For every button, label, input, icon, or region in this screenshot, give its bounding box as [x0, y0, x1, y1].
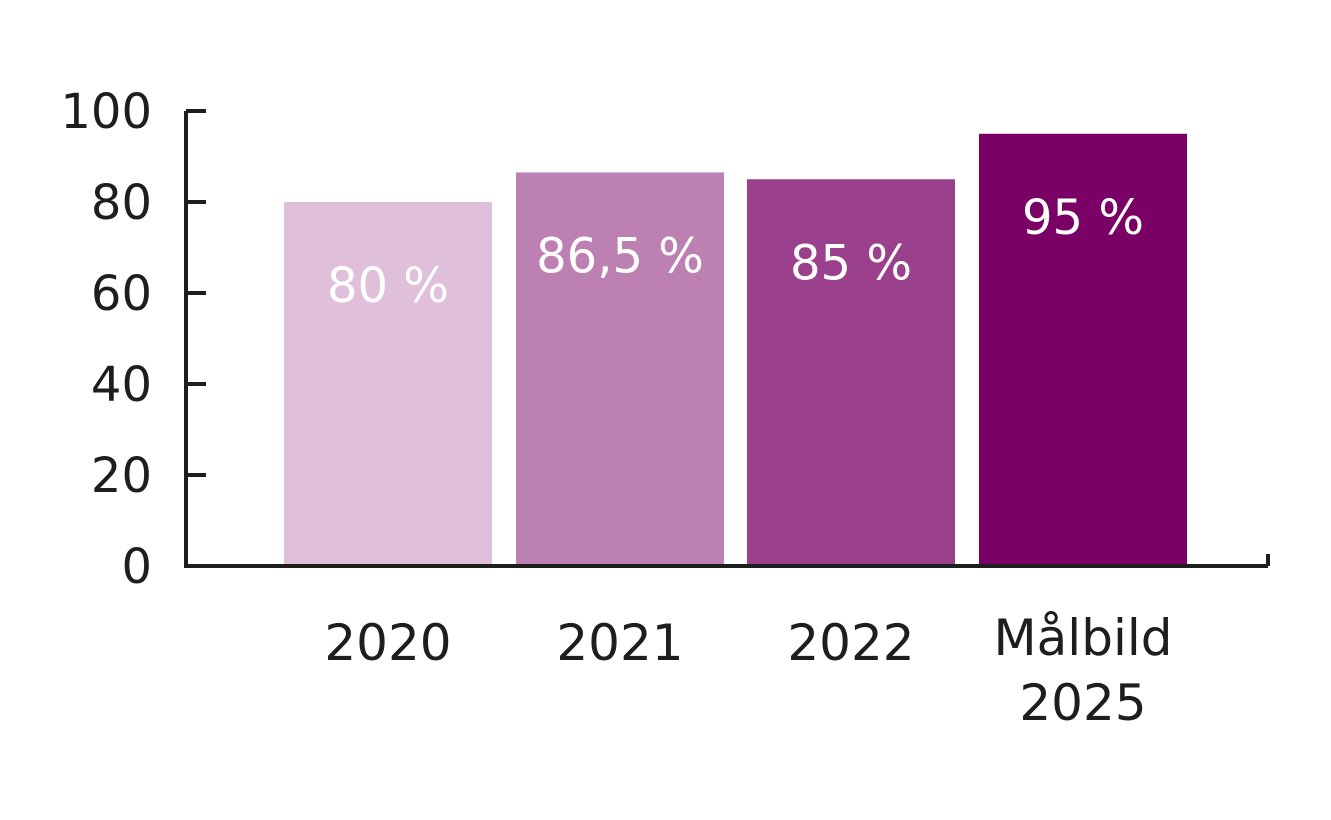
x-category-label: Målbild 2025 — [994, 609, 1173, 732]
x-category-label-line: 2022 — [787, 614, 914, 672]
y-tick-label: 40 — [91, 357, 152, 413]
x-category-label: 2020 — [324, 614, 451, 672]
bars-group — [284, 133, 1187, 567]
data-label: 95 % — [1022, 190, 1144, 246]
data-labels-group: 80 % 86,5 % 85 % 95 % — [327, 190, 1144, 314]
x-category-label-line: 2021 — [556, 614, 683, 672]
y-tick-label: 80 — [91, 175, 152, 231]
data-label: 86,5 % — [536, 228, 704, 284]
y-tick-label: 100 — [60, 84, 152, 140]
x-category-label: 2022 — [787, 614, 914, 672]
y-ticks-group: 0 20 40 60 80 100 — [60, 84, 206, 595]
axes-group — [184, 111, 1270, 568]
x-labels-group: 2020 2021 2022 Målbild 2025 — [324, 609, 1172, 732]
data-label: 85 % — [790, 235, 912, 291]
x-category-label: 2021 — [556, 614, 683, 672]
x-category-label-line: 2025 — [1019, 674, 1146, 732]
bar-målbild-2025 — [979, 133, 1187, 566]
y-tick-label: 20 — [91, 448, 152, 504]
data-label: 80 % — [327, 258, 449, 314]
x-category-label-line: 2020 — [324, 614, 451, 672]
bar-2020 — [284, 202, 492, 566]
y-tick-label: 0 — [121, 539, 152, 595]
x-category-label-line: Målbild — [994, 609, 1173, 667]
bar-2022 — [747, 179, 955, 566]
y-tick-label: 60 — [91, 266, 152, 322]
bar-2021 — [516, 172, 724, 567]
